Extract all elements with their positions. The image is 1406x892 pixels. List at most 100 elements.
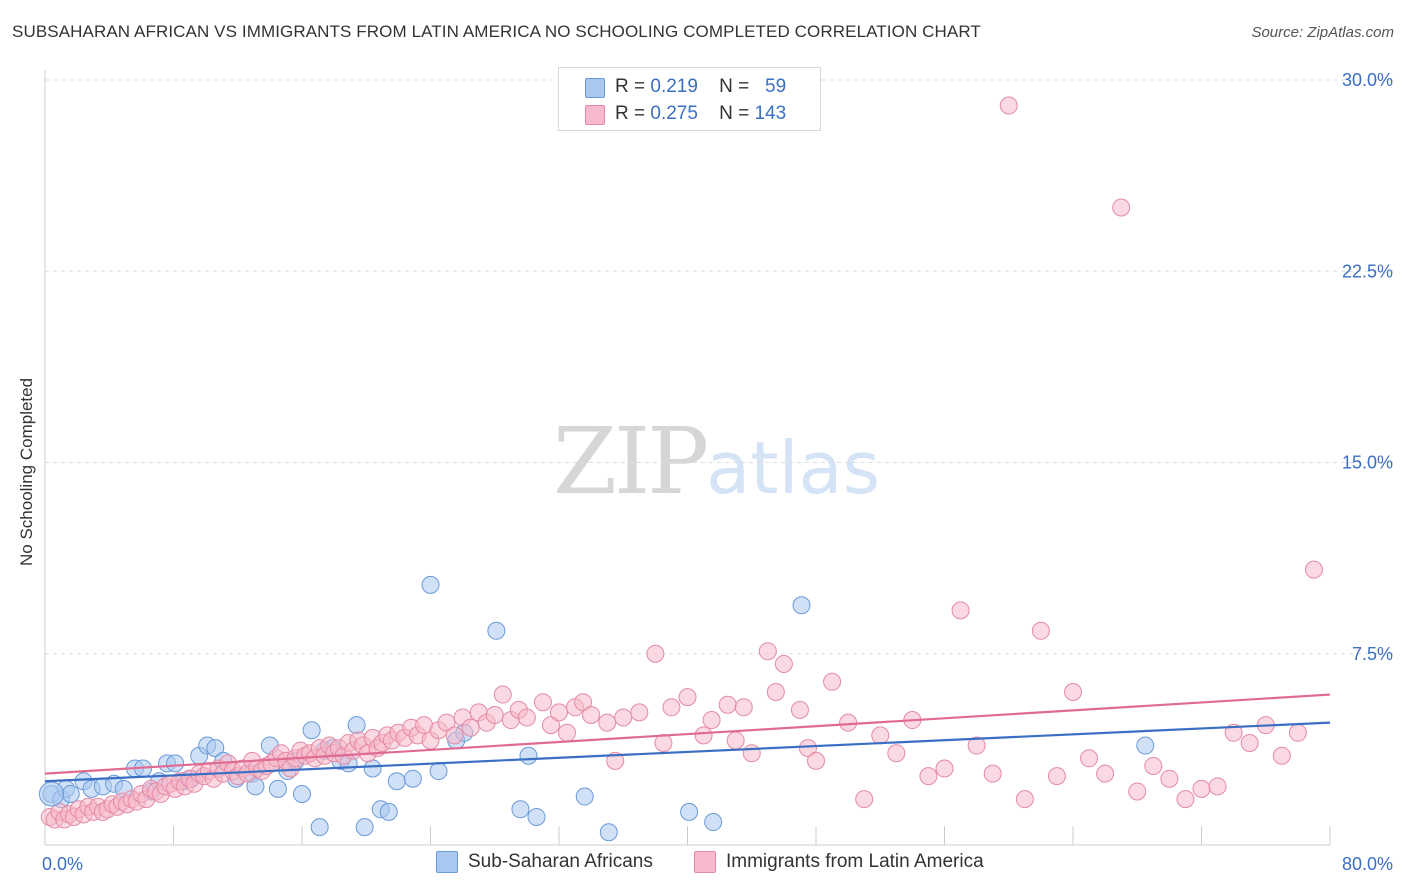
point-subsaharan xyxy=(527,807,546,826)
legend-n-value: 143 xyxy=(754,103,787,124)
point-latin xyxy=(646,644,665,663)
point-subsaharan xyxy=(61,785,80,803)
point-latin xyxy=(541,716,560,735)
y-axis-label: No Schooling Completed xyxy=(17,377,36,566)
bottom-legend-label-subsaharan: Sub-Saharan Africans xyxy=(468,851,653,872)
point-subsaharan xyxy=(575,787,594,806)
point-subsaharan xyxy=(519,746,538,765)
point-latin xyxy=(742,744,761,763)
point-subsaharan xyxy=(599,823,618,842)
point-latin xyxy=(823,672,842,691)
point-subsaharan xyxy=(487,621,506,640)
point-latin xyxy=(598,713,617,732)
point-latin xyxy=(839,713,858,732)
point-latin xyxy=(1112,198,1131,217)
point-latin xyxy=(517,708,536,727)
point-latin xyxy=(574,693,593,712)
source-label: Source: ZipAtlas.com xyxy=(1251,24,1394,41)
point-latin xyxy=(855,790,874,809)
point-latin xyxy=(1031,621,1050,640)
point-subsaharan xyxy=(293,785,311,803)
legend-r-value: 0.275 xyxy=(650,103,698,124)
point-latin xyxy=(1064,683,1082,701)
legend-swatch-subsaharan xyxy=(585,78,605,98)
point-latin xyxy=(550,703,568,722)
point-latin xyxy=(630,703,649,722)
point-subsaharan xyxy=(387,772,406,791)
legend-text-subsaharan: R = 0.219 N = 59 xyxy=(615,76,786,98)
point-latin xyxy=(445,726,464,745)
legend-swatch-latin xyxy=(585,105,605,125)
point-latin xyxy=(766,683,785,701)
point-latin xyxy=(919,767,938,786)
point-latin xyxy=(871,726,890,745)
point-latin xyxy=(726,731,745,750)
point-subsaharan xyxy=(680,802,699,821)
point-latin xyxy=(1288,723,1307,742)
point-subsaharan xyxy=(268,779,287,798)
point-subsaharan xyxy=(429,762,448,781)
point-latin xyxy=(790,700,809,719)
y-tick-label: 22.5% xyxy=(1342,261,1393,281)
point-latin xyxy=(702,711,721,730)
point-latin xyxy=(718,695,737,714)
point-subsaharan xyxy=(347,716,366,735)
point-latin xyxy=(887,744,906,763)
point-latin xyxy=(967,736,986,755)
point-latin xyxy=(1047,767,1066,786)
trendline-latin xyxy=(44,693,1331,775)
x-tick-label: 0.0% xyxy=(42,854,83,874)
point-subsaharan xyxy=(379,802,398,821)
legend-r-label: R = xyxy=(615,103,646,124)
point-subsaharan-large xyxy=(38,781,64,807)
bottom-legend-subsaharan: Sub-Saharan Africans xyxy=(436,851,653,873)
point-subsaharan xyxy=(355,818,374,837)
point-latin xyxy=(614,708,633,727)
x-tick-label: 80.0% xyxy=(1342,854,1393,874)
point-latin xyxy=(1015,790,1034,809)
point-latin xyxy=(582,705,601,724)
point-latin xyxy=(533,693,552,712)
point-latin xyxy=(951,601,970,620)
point-subsaharan xyxy=(704,813,723,832)
point-latin xyxy=(1224,723,1243,742)
point-latin xyxy=(654,734,673,752)
point-latin xyxy=(1272,746,1291,765)
point-subsaharan xyxy=(363,759,382,778)
point-latin xyxy=(774,654,793,673)
point-latin xyxy=(493,685,512,704)
point-latin xyxy=(1128,782,1147,801)
point-latin xyxy=(558,723,577,742)
legend-n-label: N = xyxy=(719,103,750,124)
point-subsaharan xyxy=(310,818,329,837)
point-subsaharan xyxy=(206,739,225,758)
legend-n-value: 59 xyxy=(765,76,787,97)
correlation-legend: R = 0.219 N = 59 R = 0.275 N = 143 xyxy=(558,67,821,131)
point-subsaharan xyxy=(1136,736,1155,755)
bottom-legend-label-latin: Immigrants from Latin America xyxy=(726,851,984,872)
point-latin xyxy=(1304,560,1323,579)
legend-r-label: R = xyxy=(615,76,646,97)
point-latin xyxy=(999,96,1018,115)
point-latin xyxy=(1176,790,1195,809)
point-subsaharan xyxy=(246,777,265,796)
trendline-subsaharan xyxy=(44,721,1331,783)
point-latin xyxy=(734,698,753,717)
bottom-legend-swatch-latin xyxy=(694,851,716,873)
point-latin xyxy=(1096,764,1115,783)
point-subsaharan xyxy=(302,721,321,740)
point-latin xyxy=(983,764,1002,783)
y-tick-label: 7.5% xyxy=(1352,644,1393,664)
point-latin xyxy=(461,718,480,737)
point-latin xyxy=(1160,769,1179,788)
legend-r-value: 0.219 xyxy=(650,76,698,97)
chart-title: SUBSAHARAN AFRICAN VS IMMIGRANTS FROM LA… xyxy=(12,22,981,41)
legend-n-label: N = xyxy=(719,76,750,97)
point-subsaharan xyxy=(511,800,530,819)
y-tick-label: 30.0% xyxy=(1342,70,1393,90)
point-latin xyxy=(1208,777,1227,796)
bottom-legend-latin: Immigrants from Latin America xyxy=(694,851,984,873)
point-latin xyxy=(485,705,504,724)
watermark-atlas: atlas xyxy=(706,426,881,510)
